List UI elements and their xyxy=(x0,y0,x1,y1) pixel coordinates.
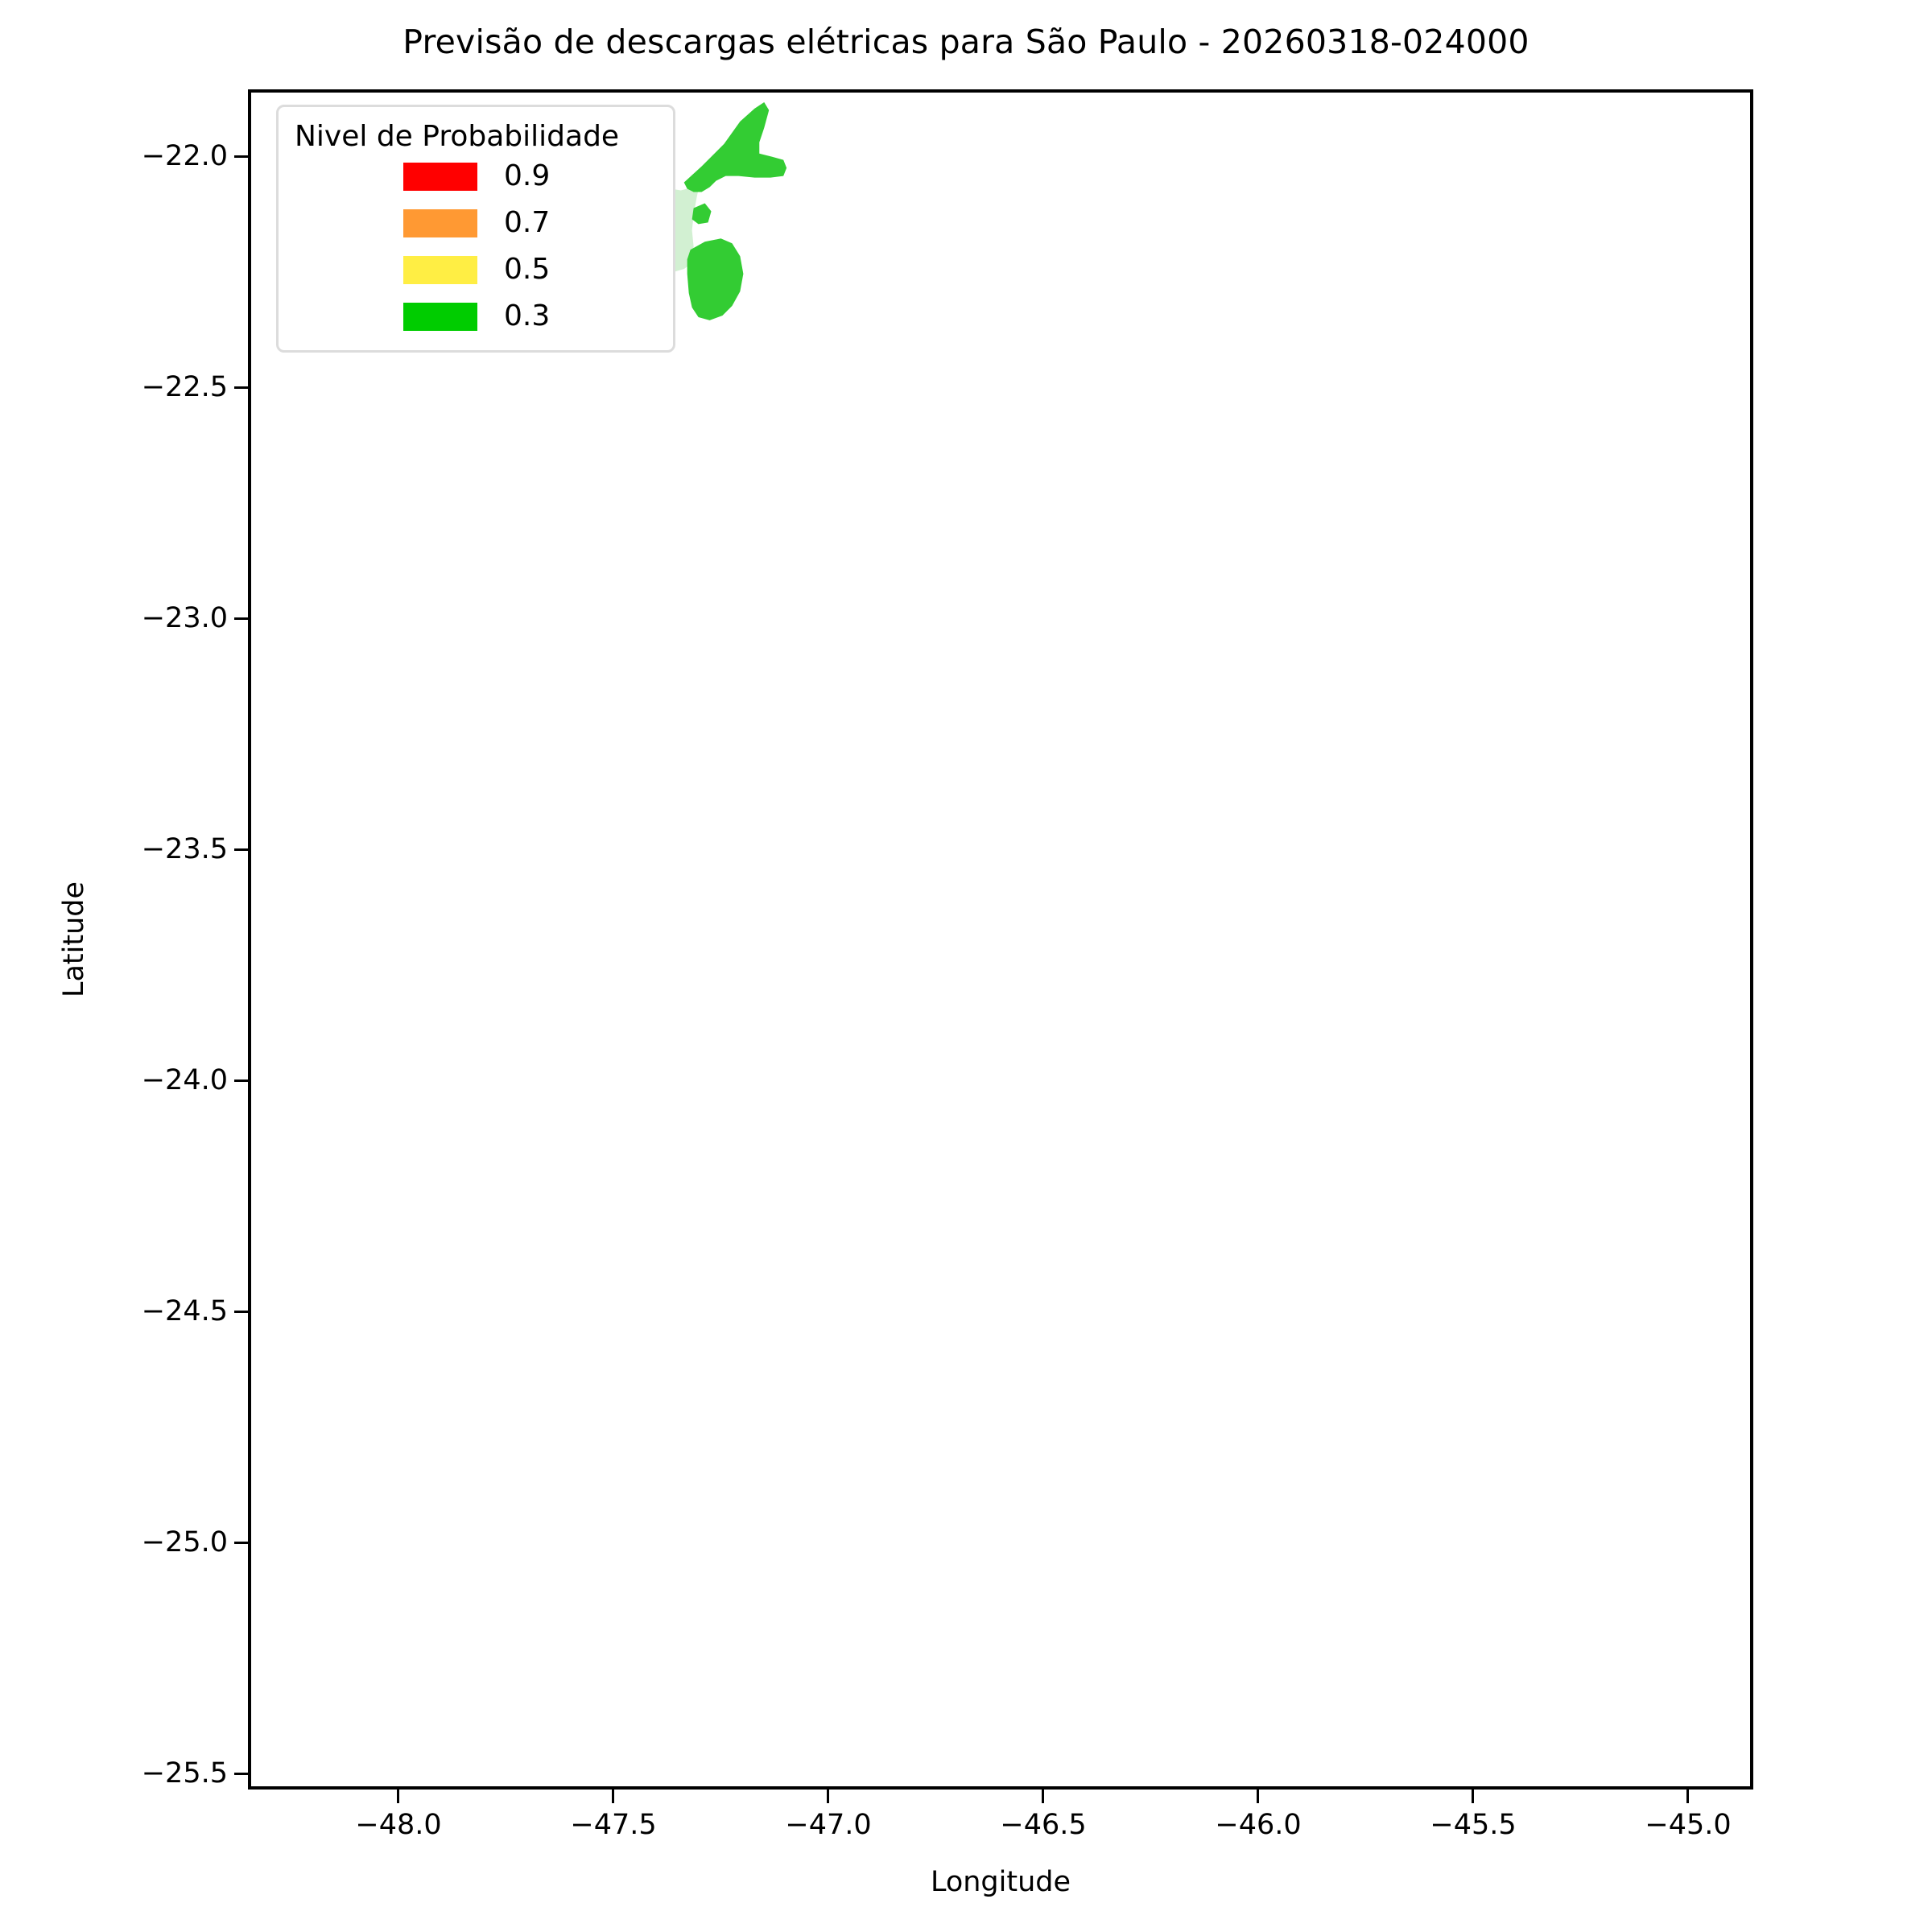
legend-label-3: 0.3 xyxy=(504,299,551,332)
page-title: Previsão de descargas elétricas para São… xyxy=(402,23,1530,61)
y-tick-1 xyxy=(234,386,248,389)
y-tick-label-5: −24.5 xyxy=(141,1295,228,1327)
x-tick-5 xyxy=(1472,1790,1474,1803)
x-tick-label-5: −45.5 xyxy=(1430,1809,1517,1841)
legend-item-1: 0.7 xyxy=(403,200,673,246)
y-tick-label-0: −22.0 xyxy=(141,140,228,172)
x-tick-3 xyxy=(1042,1790,1044,1803)
y-tick-5 xyxy=(234,1311,248,1313)
y-tick-7 xyxy=(234,1773,248,1775)
y-tick-6 xyxy=(234,1542,248,1544)
x-tick-2 xyxy=(827,1790,829,1803)
y-axis-label: Latitude xyxy=(58,881,90,998)
y-tick-label-4: −24.0 xyxy=(141,1064,228,1096)
y-tick-3 xyxy=(234,848,248,851)
region-probability-0.3-patch-south xyxy=(687,238,744,320)
legend-swatch-icon-3 xyxy=(403,302,477,331)
x-tick-label-1: −47.5 xyxy=(570,1809,657,1841)
region-probability-0.3-patch-north xyxy=(683,101,787,192)
x-tick-label-4: −46.0 xyxy=(1215,1809,1302,1841)
x-tick-label-0: −48.0 xyxy=(355,1809,442,1841)
x-tick-1 xyxy=(612,1790,614,1803)
x-tick-4 xyxy=(1257,1790,1259,1803)
legend-title: Nivel de Probabilidade xyxy=(295,120,620,153)
x-tick-label-3: −46.5 xyxy=(1000,1809,1087,1841)
x-tick-label-6: −45.0 xyxy=(1645,1809,1732,1841)
legend-swatch-icon-2 xyxy=(403,255,477,284)
legend-item-0: 0.9 xyxy=(403,153,673,200)
legend-label-2: 0.5 xyxy=(504,253,551,286)
y-tick-label-1: −22.5 xyxy=(141,371,228,403)
x-axis-label: Longitude xyxy=(930,1866,1071,1898)
legend-label-0: 0.9 xyxy=(504,159,551,192)
y-tick-4 xyxy=(234,1080,248,1082)
legend-swatch-icon-1 xyxy=(403,208,477,237)
y-tick-label-2: −23.0 xyxy=(141,602,228,634)
legend-item-3: 0.3 xyxy=(403,293,673,340)
x-tick-6 xyxy=(1686,1790,1689,1803)
legend-label-1: 0.7 xyxy=(504,206,551,239)
y-tick-2 xyxy=(234,617,248,620)
y-tick-0 xyxy=(234,155,248,158)
legend-swatch-icon-0 xyxy=(403,162,477,191)
legend: Nivel de Probabilidade 0.9 0.7 0.5 0.3 xyxy=(276,105,675,353)
region-probability-0.3-bridge xyxy=(691,203,712,225)
x-tick-0 xyxy=(397,1790,399,1803)
x-tick-label-2: −47.0 xyxy=(785,1809,872,1841)
y-tick-label-3: −23.5 xyxy=(141,833,228,865)
y-tick-label-6: −25.0 xyxy=(141,1526,228,1558)
y-tick-label-7: −25.5 xyxy=(141,1757,228,1790)
legend-item-2: 0.5 xyxy=(403,246,673,293)
